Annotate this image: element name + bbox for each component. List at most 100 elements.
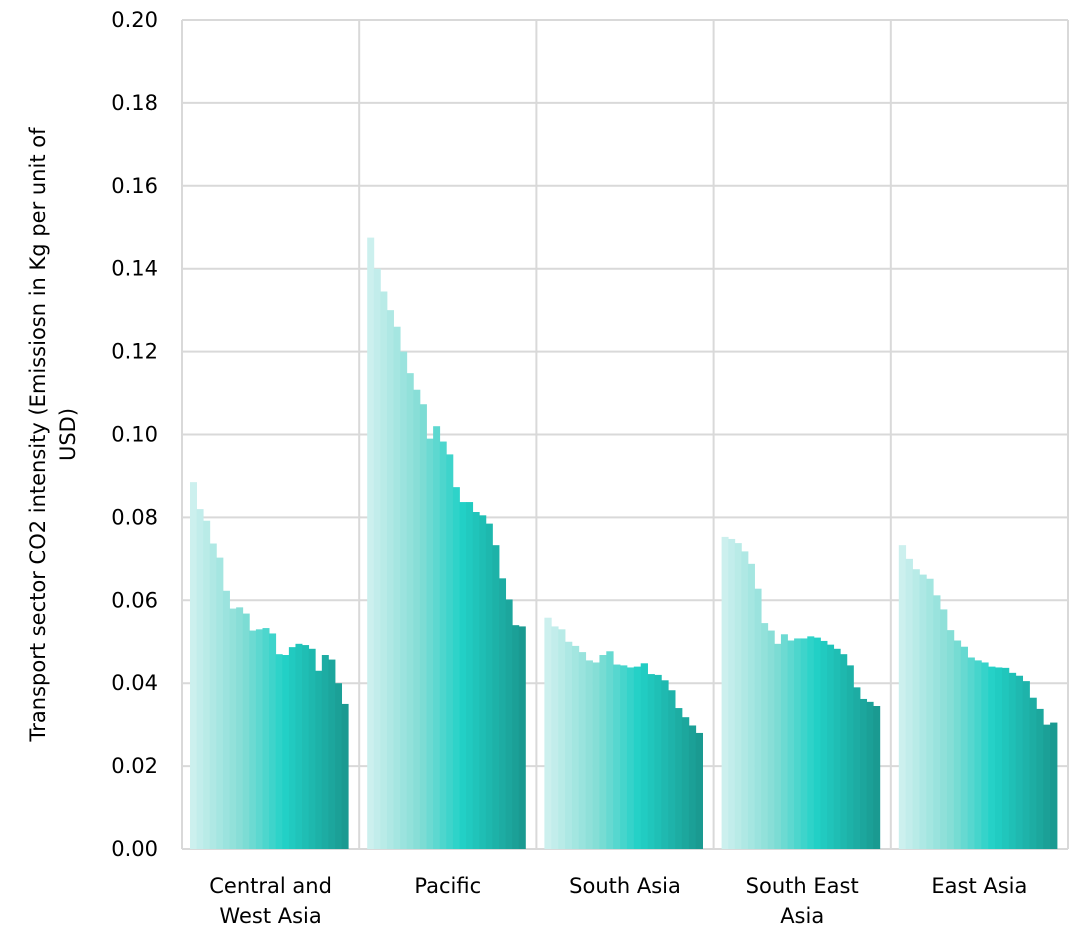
bar — [1029, 697, 1037, 849]
bar — [380, 291, 388, 849]
bar — [734, 543, 742, 849]
bar — [668, 690, 676, 849]
bar — [613, 664, 621, 849]
bar — [800, 638, 808, 849]
bar — [1015, 675, 1024, 849]
bar — [578, 652, 587, 849]
category-label: East Asia — [931, 874, 1027, 898]
bar — [813, 637, 821, 849]
bar — [807, 636, 815, 849]
bar — [866, 701, 874, 849]
bar — [721, 536, 729, 849]
bar — [236, 607, 244, 849]
bar — [499, 578, 507, 849]
bar — [406, 373, 414, 849]
bar — [551, 626, 559, 849]
bar — [485, 523, 493, 849]
y-tick-label: 0.06 — [111, 588, 158, 612]
y-tick-label: 0.10 — [111, 423, 158, 447]
bar — [433, 426, 441, 849]
bar — [439, 441, 447, 849]
bar — [426, 438, 434, 849]
bar — [820, 640, 828, 849]
bar — [661, 680, 669, 849]
bar — [302, 645, 310, 849]
bar — [688, 725, 697, 849]
bar — [840, 654, 848, 849]
bar — [898, 545, 907, 849]
bar — [203, 520, 211, 849]
bar — [419, 404, 427, 849]
bar — [1001, 667, 1010, 849]
y-tick-label: 0.08 — [111, 505, 158, 529]
y-axis-title: Transport sector CO2 intensity (Emissios… — [26, 127, 50, 743]
bar — [308, 648, 316, 849]
y-tick-label: 0.12 — [111, 340, 158, 364]
category-label: Asia — [780, 904, 824, 928]
bar — [1043, 724, 1051, 849]
y-tick-label: 0.14 — [111, 257, 158, 281]
bar — [919, 574, 927, 849]
bar — [754, 588, 762, 849]
bar — [585, 660, 593, 849]
bar — [446, 454, 454, 849]
bar — [262, 628, 270, 849]
bar — [413, 389, 421, 849]
bar — [761, 623, 769, 849]
y-tick-label: 0.20 — [111, 8, 158, 32]
bar — [479, 515, 487, 849]
category-label: South Asia — [569, 874, 681, 898]
bar — [946, 630, 955, 849]
category-label: West Asia — [219, 904, 321, 928]
bar — [242, 613, 250, 849]
bar — [827, 644, 835, 849]
bar — [335, 683, 343, 849]
bar — [846, 665, 854, 849]
y-tick-label: 0.18 — [111, 91, 158, 115]
bar — [620, 665, 628, 849]
category-label: Central and — [209, 874, 332, 898]
bar — [196, 509, 204, 849]
bar — [1008, 672, 1017, 849]
bar — [571, 645, 580, 849]
bar — [505, 599, 513, 849]
bar — [288, 647, 296, 849]
bar — [873, 705, 881, 849]
bar — [695, 732, 703, 849]
bar — [626, 667, 635, 849]
y-axis-title: USD) — [56, 408, 80, 461]
y-axis-label: Transport sector CO2 intensity (Emissios… — [26, 127, 80, 743]
bar — [452, 487, 460, 849]
bar — [315, 670, 323, 849]
bar — [216, 557, 224, 849]
bar — [341, 703, 349, 849]
bar — [675, 708, 683, 849]
bar — [393, 326, 401, 850]
bar — [255, 629, 263, 849]
y-axis-ticks: 0.00 0.02 0.04 0.06 0.08 0.10 0.12 0.14 0.16 0.18… — [111, 8, 158, 861]
bar — [492, 545, 500, 849]
bars — [190, 237, 1058, 850]
bar — [988, 666, 996, 849]
category-label: Pacific — [414, 874, 481, 898]
bar — [1036, 708, 1044, 849]
bar — [767, 630, 775, 849]
category-label: South East — [746, 874, 859, 898]
bar — [565, 641, 573, 849]
bar — [599, 655, 607, 849]
bar — [1022, 681, 1030, 849]
bar — [229, 608, 237, 849]
bar — [472, 512, 480, 849]
bar — [328, 659, 336, 849]
bar — [933, 595, 941, 849]
bar — [518, 626, 526, 849]
bar — [995, 667, 1003, 849]
bar — [747, 563, 755, 849]
bar — [967, 657, 975, 849]
bar — [275, 654, 283, 849]
bar — [981, 662, 989, 849]
bar — [774, 643, 782, 849]
bar — [544, 617, 552, 849]
bar — [386, 310, 394, 849]
bar — [787, 640, 795, 849]
